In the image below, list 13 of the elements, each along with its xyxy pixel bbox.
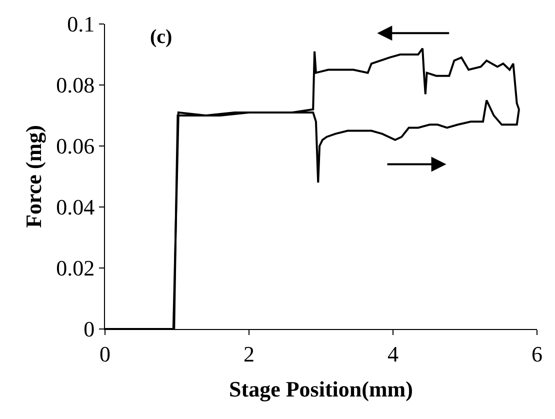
x-tick-label: 6 bbox=[532, 341, 542, 366]
y-tick-label: 0 bbox=[84, 316, 95, 342]
x-tick-label: 2 bbox=[244, 341, 254, 366]
y-tick-label: 0.02 bbox=[56, 256, 95, 281]
y-tick-label: 0.08 bbox=[56, 72, 95, 98]
y-tick-label: 0.04 bbox=[56, 194, 95, 220]
y-tick-label: 0.06 bbox=[56, 134, 95, 159]
annotation: (c) bbox=[150, 26, 172, 48]
x-tick-label: 4 bbox=[388, 341, 398, 366]
x-axis-title: Stage Position(mm) bbox=[229, 376, 413, 402]
x-tick-label: 0 bbox=[100, 341, 110, 366]
y-tick-label: 0.1 bbox=[67, 12, 95, 37]
y-axis-title: Force (mg) bbox=[20, 125, 46, 228]
